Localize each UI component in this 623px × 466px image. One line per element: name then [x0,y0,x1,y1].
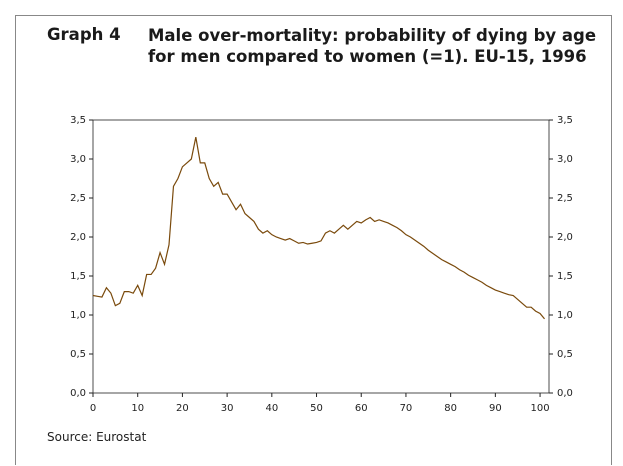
x-tick-label: 10 [131,403,144,414]
y-tick-label: 0,0 [70,388,86,399]
x-tick-label: 50 [310,403,323,414]
y-tick-label: 3,5 [70,115,86,126]
y-tick-label: 2,0 [70,232,86,243]
graph-label: Graph 4 [47,25,121,44]
x-tick-label: 0 [90,403,96,414]
y-tick-label: 0,5 [70,349,86,360]
source: Source: Eurostat [47,430,147,444]
x-tick-label: 60 [355,403,368,414]
x-tick-label: 100 [531,403,550,414]
line [92,137,545,320]
y2-tick-label: 3,5 [557,115,573,126]
x-tick-label: 80 [444,403,457,414]
chart-title: Male over-mortality: probability of dyin… [148,26,597,66]
y-tick-label: 2,5 [70,193,86,204]
y-tick-label: 3,0 [70,154,86,165]
x-tick-label: 30 [221,403,234,414]
x-tick-label: 20 [176,403,189,414]
y2-tick-label: 1,0 [557,310,573,321]
y2-tick-label: 3,0 [557,154,573,165]
y2-tick-label: 0,0 [557,388,573,399]
x-tick-label: 70 [400,403,413,414]
frame [15,15,612,465]
y-tick-label: 1,5 [70,271,86,282]
y2-tick-label: 2,5 [557,193,573,204]
y2-tick-label: 0,5 [557,349,573,360]
x-tick-label: 90 [489,403,502,414]
x-tick-label: 40 [265,403,278,414]
plot-area [92,119,550,394]
y2-tick-label: 2,0 [557,232,573,243]
y-tick-label: 1,0 [70,310,86,321]
y2-tick-label: 1,5 [557,271,573,282]
